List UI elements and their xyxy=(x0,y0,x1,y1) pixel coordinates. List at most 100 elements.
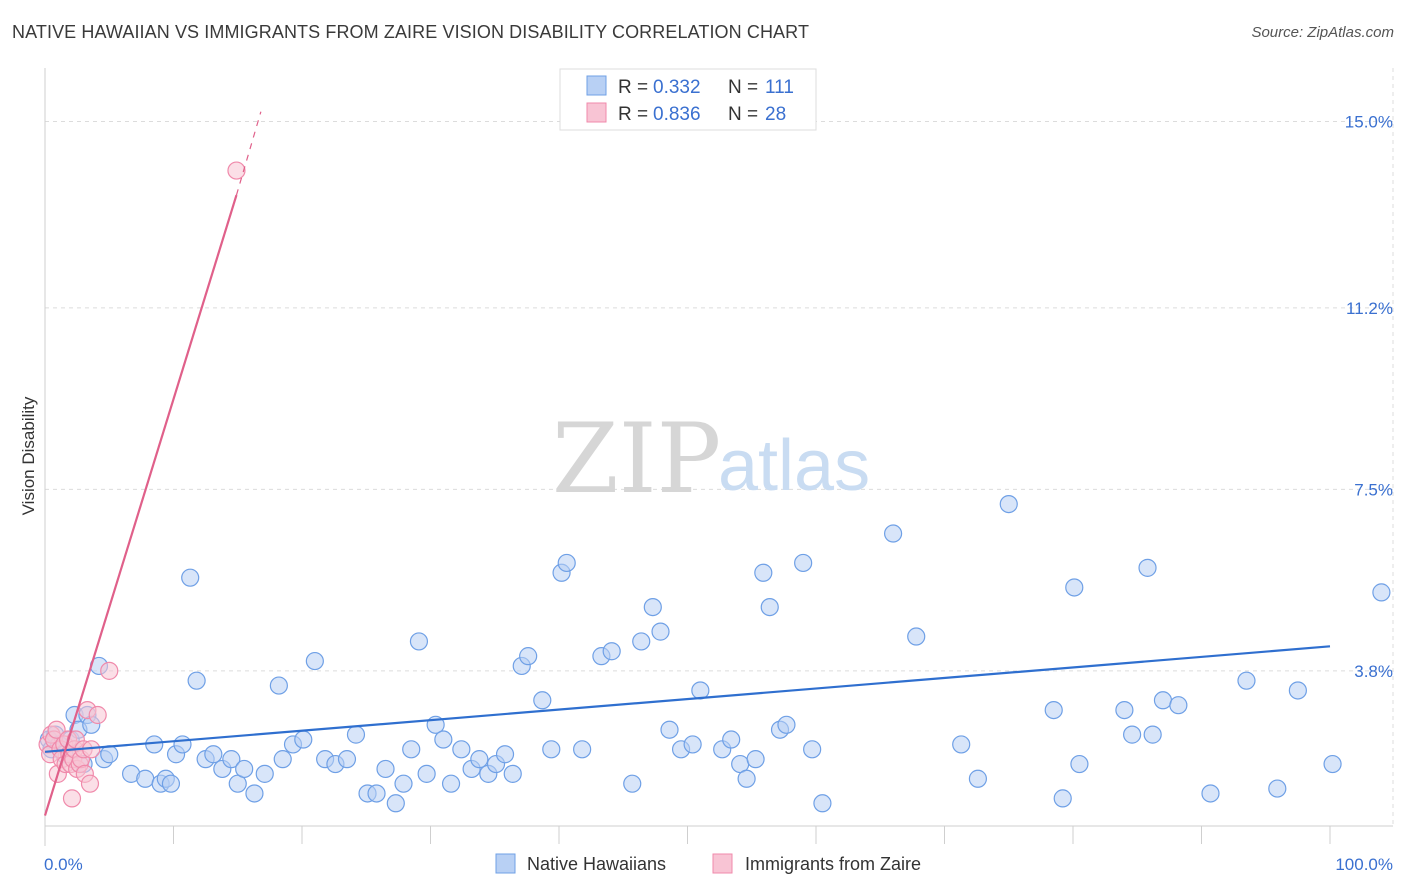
bottom-legend-swatch-pink[interactable] xyxy=(712,853,733,874)
native-hawaiians-point xyxy=(602,642,621,661)
native-hawaiians-point xyxy=(376,759,395,779)
native-hawaiians-point xyxy=(533,691,552,710)
native-hawaiians-point xyxy=(883,524,903,543)
native-hawaiians-point xyxy=(573,740,592,759)
y-tick-label: 3.8% xyxy=(1354,662,1393,681)
source-label: Source: ZipAtlas.com xyxy=(1251,24,1394,41)
native-hawaiians-point xyxy=(542,740,561,759)
native-hawaiians-point xyxy=(519,647,538,666)
zaire-trendline xyxy=(43,194,238,816)
legend-n-value-pink: 28 xyxy=(765,104,786,125)
native-hawaiians-point xyxy=(952,735,971,754)
native-hawaiians-point xyxy=(173,735,192,754)
native-hawaiians-point xyxy=(722,730,741,749)
native-hawaiians-point xyxy=(737,769,756,788)
native-hawaiians-point xyxy=(1070,754,1089,774)
x-ticks xyxy=(44,826,1331,844)
axes xyxy=(44,68,1393,846)
native-hawaiians-point xyxy=(1138,558,1157,577)
legend-swatch-pink xyxy=(586,102,607,123)
native-hawaiians-point xyxy=(100,745,119,764)
native-hawaiians-point xyxy=(557,553,576,573)
native-hawaiians-point xyxy=(346,725,366,744)
native-hawaiians-point xyxy=(1169,696,1188,715)
native-hawaiians-point xyxy=(1268,779,1287,798)
watermark-atlas: atlas xyxy=(718,426,870,506)
native-hawaiians-point xyxy=(417,764,436,783)
bottom-legend-label-pink[interactable]: Immigrants from Zaire xyxy=(745,854,921,874)
legend-r-value-blue: 0.332 xyxy=(653,77,701,98)
stats-legend: R = 0.332 N = 111 R = 0.836 N = 28 xyxy=(559,68,817,131)
x-tick-label-max: 100.0% xyxy=(1335,855,1393,874)
native-hawaiians-point xyxy=(632,632,651,651)
native-hawaiians-point xyxy=(803,740,822,759)
native-hawaiians-point xyxy=(1372,583,1391,602)
watermark-zip: ZIP xyxy=(552,403,721,515)
native-hawaiians-point xyxy=(968,769,988,788)
native-hawaiians-point xyxy=(235,759,254,779)
watermark: ZIP atlas xyxy=(552,403,870,515)
native-hawaiians-point xyxy=(255,764,274,783)
native-hawaiians-point xyxy=(794,553,813,573)
y-tick-label: 11.2% xyxy=(1346,299,1393,318)
native-hawaiians-point xyxy=(434,730,453,749)
native-hawaiians-point xyxy=(813,794,832,813)
native-hawaiians-point xyxy=(1044,700,1063,720)
y-tick-labels: 3.8% 7.5% 11.2% 15.0% xyxy=(1345,113,1393,681)
native-hawaiians-point xyxy=(441,774,461,793)
native-hawaiians-point xyxy=(245,784,264,803)
native-hawaiians-point xyxy=(1115,700,1134,720)
native-hawaiians-point xyxy=(305,651,324,671)
native-hawaiians-point xyxy=(643,597,662,617)
native-hawaiians-point xyxy=(1123,725,1142,744)
native-hawaiians-point xyxy=(683,735,702,754)
legend-r-label-blue: R = xyxy=(618,77,648,98)
native-hawaiians-point xyxy=(746,750,765,769)
legend-r-value-pink: 0.836 xyxy=(653,104,701,125)
native-hawaiians-point xyxy=(273,750,292,769)
native-hawaiians-point xyxy=(495,745,515,764)
native-hawaiians-point xyxy=(999,494,1018,514)
bottom-legend-swatch-blue[interactable] xyxy=(495,853,516,874)
chart-title: NATIVE HAWAIIAN VS IMMIGRANTS FROM ZAIRE… xyxy=(12,22,810,42)
native-hawaiians-point xyxy=(754,563,773,582)
y-tick-label: 15.0% xyxy=(1345,113,1393,132)
x-tick-label-min: 0.0% xyxy=(44,855,83,874)
zaire-trendline-extension xyxy=(235,111,262,196)
native-hawaiians-point xyxy=(777,715,796,734)
bottom-legend-label-blue[interactable]: Native Hawaiians xyxy=(527,854,666,874)
native-hawaiians-point xyxy=(386,794,405,813)
native-hawaiians-points xyxy=(39,494,1391,813)
native-hawaiians-point xyxy=(402,740,421,759)
native-hawaiians-point xyxy=(660,720,679,739)
y-axis-label: Vision Disability xyxy=(19,396,38,515)
native-hawaiians-point xyxy=(470,750,489,769)
zaire-point xyxy=(100,661,119,680)
native-hawaiians-point xyxy=(1201,784,1220,803)
native-hawaiians-trendline xyxy=(44,645,1331,753)
y-tick-label: 7.5% xyxy=(1354,480,1393,499)
native-hawaiians-point xyxy=(907,627,926,646)
native-hawaiians-point xyxy=(145,735,164,754)
native-hawaiians-point xyxy=(367,784,386,803)
native-hawaiians-point xyxy=(136,769,155,788)
zaire-point xyxy=(88,705,107,725)
legend-n-label-blue: N = xyxy=(728,77,758,98)
gridlines xyxy=(45,68,1394,826)
legend-n-label-pink: N = xyxy=(728,104,758,125)
trendlines xyxy=(43,111,1331,816)
native-hawaiians-point xyxy=(503,764,522,783)
native-hawaiians-point xyxy=(409,632,429,651)
native-hawaiians-point xyxy=(294,730,313,749)
bottom-legend: Native Hawaiians Immigrants from Zaire xyxy=(495,853,921,874)
native-hawaiians-point xyxy=(187,671,206,690)
native-hawaiians-point xyxy=(1288,681,1307,700)
native-hawaiians-point xyxy=(1065,578,1084,597)
zaire-point xyxy=(227,161,246,180)
legend-swatch-blue xyxy=(586,75,607,96)
native-hawaiians-point xyxy=(452,740,471,759)
native-hawaiians-point xyxy=(394,774,413,793)
native-hawaiians-point xyxy=(1153,691,1173,710)
zaire-point xyxy=(47,720,66,739)
